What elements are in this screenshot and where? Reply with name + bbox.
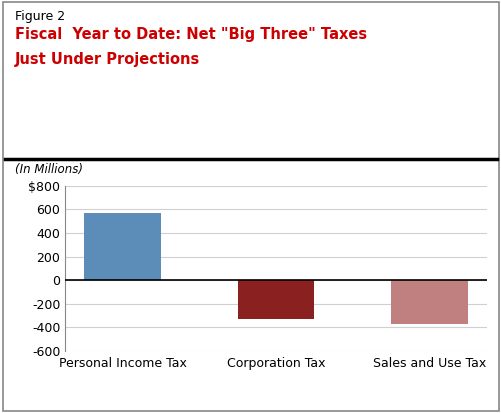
Text: Just Under Projections: Just Under Projections: [15, 52, 200, 66]
Text: Fiscal  Year to Date: Net "Big Three" Taxes: Fiscal Year to Date: Net "Big Three" Tax…: [15, 27, 366, 42]
Text: Figure 2: Figure 2: [15, 10, 65, 23]
Bar: [390, 280, 467, 324]
Bar: [84, 213, 161, 280]
Text: (In Millions): (In Millions): [15, 163, 83, 176]
Bar: [237, 280, 314, 319]
